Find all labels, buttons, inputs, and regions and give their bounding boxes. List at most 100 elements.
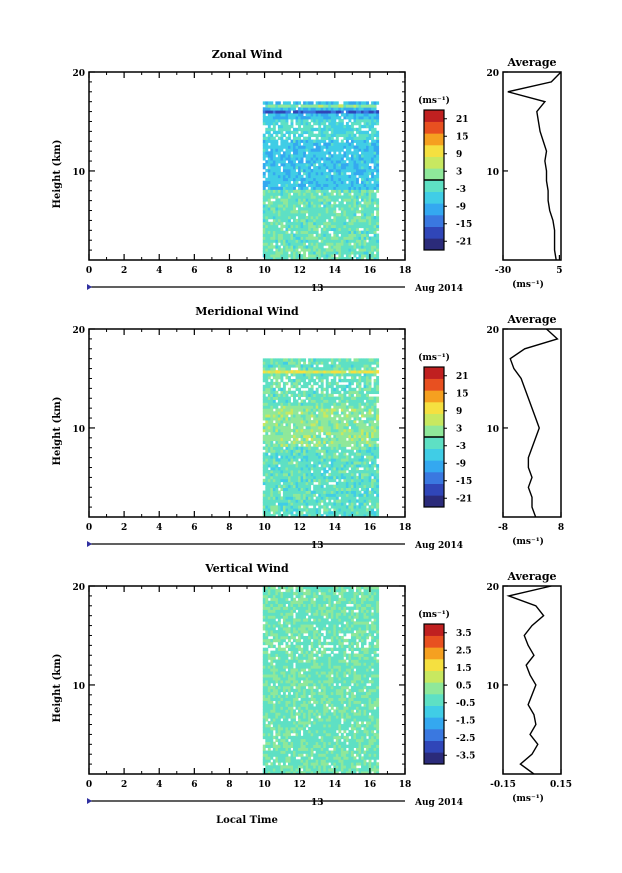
heatmap-cell [275, 227, 279, 232]
heatmap-cell [345, 189, 349, 193]
heatmap-cell [293, 423, 296, 427]
heatmap-cell [267, 633, 271, 637]
heatmap-cell [356, 171, 359, 176]
heatmap-cell [298, 452, 301, 456]
heatmap-cell [333, 201, 337, 205]
heatmap-cell [267, 768, 271, 772]
heatmap-cell [293, 502, 296, 506]
heatmap-cell [295, 210, 299, 214]
heatmap-cell [318, 119, 322, 123]
heatmap-cell [290, 166, 294, 170]
heatmap-cell [356, 405, 359, 409]
heatmap-cell [277, 251, 281, 255]
heatmap-cell [315, 198, 319, 202]
heatmap-cell [267, 405, 271, 409]
heatmap-cell [265, 449, 269, 453]
heatmap-cell [343, 434, 347, 439]
heatmap-cell [358, 405, 362, 409]
heatmap-cell [313, 434, 317, 439]
heatmap-cell [350, 449, 354, 453]
heatmap-cell [376, 376, 380, 380]
heatmap-cell [320, 472, 324, 477]
heatmap-cell [272, 750, 276, 754]
heatmap-cell [285, 414, 289, 418]
heatmap-cell [295, 227, 299, 232]
heatmap-cell [335, 370, 339, 374]
heatmap-cell [300, 104, 304, 108]
heatmap-cell [300, 221, 304, 226]
heatmap-cell [345, 508, 349, 512]
heatmap-cell [303, 186, 307, 190]
heatmap-cell [373, 434, 377, 439]
heatmap-cell [277, 370, 281, 374]
heatmap-cell [298, 358, 301, 362]
heatmap-cell [310, 133, 314, 138]
heatmap-cell [376, 478, 380, 483]
heatmap-cell [300, 207, 304, 211]
heatmap-cell [376, 361, 380, 365]
heatmap-cell [353, 511, 357, 515]
heatmap-cell [308, 201, 312, 205]
heatmap-cell [270, 180, 274, 185]
heatmap-cell [325, 376, 329, 380]
heatmap-cell [323, 464, 327, 468]
heatmap-cell [330, 204, 334, 208]
heatmap-cell [315, 423, 319, 427]
heatmap-cell [353, 490, 357, 494]
heatmap-cell [270, 157, 274, 161]
heatmap-cell [323, 470, 327, 474]
heatmap-cell [333, 364, 337, 368]
heatmap-cell [267, 484, 271, 489]
heatmap-cell [262, 157, 266, 161]
heatmap-cell [368, 195, 372, 199]
heatmap-cell [325, 425, 329, 430]
heatmap-cell [345, 396, 349, 400]
heatmap-cell [270, 408, 274, 412]
heatmap-cell [325, 378, 329, 383]
heatmap-cell [295, 384, 299, 389]
heatmap-cell [361, 130, 364, 135]
heatmap-cell [345, 104, 349, 108]
heatmap-cell [323, 490, 327, 494]
heatmap-cell [280, 145, 284, 149]
heatmap-cell [267, 101, 271, 105]
heatmap-cell [303, 467, 307, 471]
heatmap-cell [310, 254, 314, 258]
heatmap-cell [335, 502, 339, 506]
heatmap-cell [275, 245, 279, 249]
heatmap-cell [305, 511, 309, 515]
heatmap-cell [371, 224, 375, 229]
heatmap-cell [368, 171, 372, 176]
heatmap-cell [282, 121, 286, 126]
heatmap-cell [335, 195, 339, 199]
heatmap-cell [285, 257, 289, 261]
heatmap-cell [330, 411, 334, 415]
y-tick-label: 10 [72, 425, 85, 435]
heatmap-cell [371, 177, 375, 182]
heatmap-cell [265, 597, 269, 602]
heatmap-cell [368, 417, 372, 421]
heatmap-cell [353, 204, 357, 208]
heatmap-cell [262, 591, 266, 596]
profile-line [509, 328, 559, 518]
heatmap-cell [287, 437, 291, 442]
heatmap-cell [282, 218, 286, 223]
heatmap-cell [313, 248, 317, 252]
heatmap-cell [356, 437, 359, 442]
heatmap-cell [295, 411, 299, 415]
heatmap-cell [366, 101, 369, 105]
heatmap-cell [285, 455, 289, 459]
heatmap-cell [338, 186, 342, 190]
heatmap-cell [315, 484, 319, 489]
heatmap-cell [338, 163, 342, 167]
heatmap-cell [325, 502, 329, 506]
heatmap-cell [282, 505, 286, 509]
heatmap-cell [371, 148, 375, 152]
heatmap-cell [270, 192, 274, 196]
heatmap-cell [295, 136, 299, 140]
heatmap-cell [262, 464, 266, 468]
heatmap-cell [361, 499, 364, 503]
heatmap-cell [371, 472, 375, 477]
heatmap-cell [323, 233, 327, 237]
heatmap-cell [350, 478, 354, 483]
